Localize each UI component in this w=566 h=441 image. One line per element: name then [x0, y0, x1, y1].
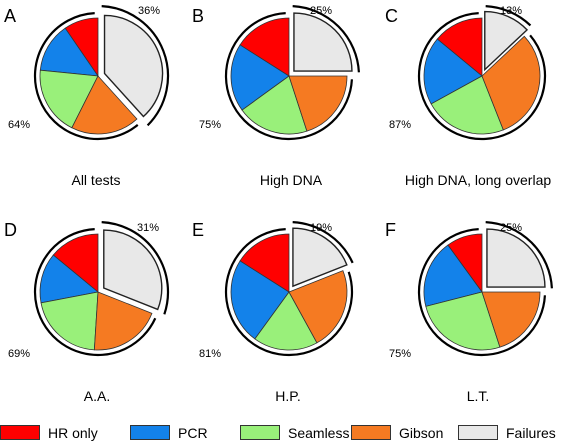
- slice-pcr: [423, 244, 483, 307]
- success-percent-label: 81%: [199, 348, 221, 360]
- slice-failures: [486, 228, 546, 288]
- panel-caption: H.P.: [275, 388, 300, 404]
- success-percent-label: 75%: [389, 348, 411, 360]
- success-ring: [224, 227, 354, 357]
- success-ring: [33, 11, 139, 141]
- legend-item-hr-only: HR only: [0, 424, 98, 441]
- failure-ring: [101, 221, 170, 315]
- panel-letter: F: [385, 220, 396, 240]
- slice-gibson: [288, 270, 348, 344]
- panel-letter: C: [385, 6, 398, 26]
- slice-failures: [293, 12, 353, 72]
- success-percent-label: 64%: [8, 119, 30, 131]
- slice-pcr: [230, 44, 290, 111]
- legend-label-hr-only: HR only: [48, 424, 98, 441]
- panel-caption: All tests: [71, 172, 120, 188]
- failure-percent-label: 13%: [500, 5, 522, 17]
- panel-letter: B: [192, 6, 204, 26]
- panel-letter: A: [4, 6, 16, 26]
- legend-swatch-gibson: [351, 425, 391, 440]
- failure-percent-label: 25%: [310, 5, 332, 17]
- slice-failures: [292, 227, 348, 288]
- slice-pcr: [423, 38, 483, 105]
- slice-seamless: [40, 291, 99, 351]
- slice-seamless: [430, 75, 504, 135]
- failure-ring: [292, 221, 354, 264]
- failure-ring: [101, 5, 170, 127]
- slice-failures: [103, 229, 163, 311]
- legend-item-failures: Failures: [458, 424, 556, 441]
- legend-swatch-hr-only: [0, 425, 40, 440]
- failure-ring: [485, 5, 532, 27]
- slice-seamless: [254, 291, 318, 351]
- slice-failures: [484, 10, 529, 72]
- legend-label-seamless: Seamless: [288, 424, 350, 441]
- slice-seamless: [241, 75, 308, 135]
- slice-hr-only: [52, 233, 99, 293]
- panel-caption: High DNA, long overlap: [405, 172, 552, 188]
- success-percent-label: 87%: [389, 119, 411, 131]
- panel-letter: D: [4, 220, 17, 240]
- panel-caption: A.A.: [84, 388, 110, 404]
- slice-hr-only: [239, 233, 290, 293]
- panel-caption: L.T.: [467, 388, 490, 404]
- slice-gibson: [481, 291, 541, 348]
- slice-gibson: [71, 75, 138, 135]
- slice-seamless: [39, 69, 99, 129]
- slice-hr-only: [239, 17, 290, 77]
- slice-seamless: [425, 291, 501, 351]
- panel-caption: High DNA: [260, 172, 323, 188]
- pie-panel-d: D 31% 69% A.A.: [4, 220, 170, 404]
- legend-label-pcr: PCR: [178, 424, 208, 441]
- slice-failures: [103, 14, 164, 118]
- legend-item-pcr: PCR: [130, 424, 208, 441]
- legend-item-seamless: Seamless: [240, 424, 349, 441]
- pie-panel-f: F 25% 75% L.T.: [385, 220, 553, 404]
- pie-panel-a: A 36% 64% All tests: [4, 5, 170, 188]
- failure-ring: [485, 221, 553, 289]
- slice-hr-only: [436, 17, 483, 77]
- failure-percent-label: 36%: [138, 5, 160, 17]
- success-percent-label: 75%: [199, 119, 221, 131]
- slice-gibson: [93, 291, 153, 351]
- failure-percent-label: 31%: [137, 222, 159, 234]
- panel-letter: E: [192, 220, 204, 240]
- failure-percent-label: 19%: [310, 222, 332, 234]
- legend-swatch-pcr: [130, 425, 170, 440]
- slice-gibson: [481, 35, 541, 131]
- success-ring: [417, 11, 547, 141]
- slice-pcr: [39, 254, 99, 304]
- legend: HR only PCR Seamless Gibson Failures: [0, 424, 566, 441]
- success-percent-label: 69%: [8, 348, 30, 360]
- legend-item-gibson: Gibson: [351, 424, 443, 441]
- legend-label-gibson: Gibson: [399, 424, 444, 441]
- slice-gibson: [288, 75, 348, 132]
- success-ring: [33, 227, 157, 357]
- success-ring: [417, 227, 547, 357]
- legend-label-failures: Failures: [506, 424, 556, 441]
- failure-percent-label: 25%: [500, 222, 522, 234]
- legend-swatch-seamless: [240, 425, 280, 440]
- legend-swatch-failures: [458, 425, 498, 440]
- pie-panel-b: B 25% 75% High DNA: [192, 5, 360, 188]
- pie-chart-figure: A 36% 64% All tests B 25% 75% High DNA C 13% 87% Hi…: [4, 5, 553, 404]
- pie-panel-c: C 13% 87% High DNA, long overlap: [385, 5, 551, 188]
- pie-panel-e: E 19% 81% H.P.: [192, 220, 354, 404]
- slice-pcr: [230, 260, 290, 340]
- success-ring: [224, 11, 354, 141]
- failure-ring: [292, 5, 360, 73]
